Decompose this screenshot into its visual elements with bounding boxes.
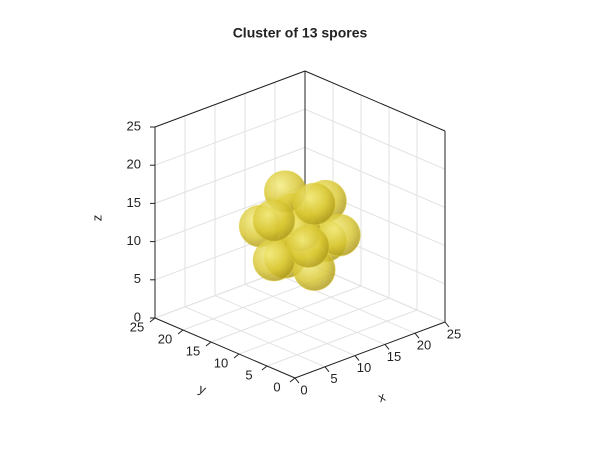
grid-line	[244, 283, 386, 345]
tick-mark	[324, 366, 330, 373]
x-axis-label: x	[376, 389, 388, 405]
z-tick-label: 0	[134, 309, 141, 324]
y-tick-label: 0	[273, 379, 280, 394]
x-tick-label: 0	[300, 382, 307, 397]
x-tick-label: 15	[387, 349, 401, 364]
grid-line	[154, 108, 306, 166]
axis-line	[154, 317, 296, 379]
tick-mark	[414, 332, 420, 339]
tick-mark	[384, 344, 390, 350]
tick-mark	[354, 355, 360, 361]
grid-line	[274, 272, 416, 334]
x-tick-label: 25	[447, 326, 461, 341]
x-tick-label: 5	[330, 371, 337, 386]
y-tick-label: 10	[214, 355, 228, 370]
y-tick-label: 15	[186, 343, 200, 358]
z-axis-label: z	[89, 215, 104, 222]
z-tick-label: 10	[127, 233, 141, 248]
tick-mark	[177, 329, 184, 335]
tick-mark	[149, 317, 156, 323]
tick-mark	[289, 377, 296, 383]
axis-line	[294, 321, 446, 379]
y-axis-label: y	[197, 381, 209, 398]
grid-line	[304, 146, 446, 208]
grid-line	[210, 285, 362, 343]
tick-mark	[261, 365, 268, 371]
y-tick-label: 25	[130, 319, 144, 334]
spore	[286, 225, 330, 269]
y-tick-label: 5	[245, 367, 252, 382]
grid-line	[154, 146, 306, 204]
x-tick-label: 10	[357, 360, 371, 375]
axis-line	[154, 70, 306, 128]
grid-line	[266, 309, 418, 367]
z-tick-label: 15	[127, 195, 141, 210]
spore	[293, 182, 336, 226]
grid-line	[238, 297, 390, 355]
x-tick-label: 20	[417, 338, 431, 353]
tick-mark	[294, 377, 300, 384]
spore	[252, 199, 296, 242]
grid-line	[184, 306, 326, 368]
tick-mark	[444, 321, 450, 328]
grid-line	[304, 108, 446, 170]
y-tick-label: 20	[158, 331, 172, 346]
z-tick-label: 20	[127, 157, 141, 172]
tick-mark	[205, 341, 212, 347]
z-tick-label: 25	[127, 118, 141, 133]
axis-line	[304, 70, 446, 132]
chart-title: Cluster of 13 spores	[233, 25, 368, 41]
z-tick-label: 5	[134, 271, 141, 286]
tick-mark	[233, 353, 240, 359]
grid-line	[214, 295, 356, 357]
